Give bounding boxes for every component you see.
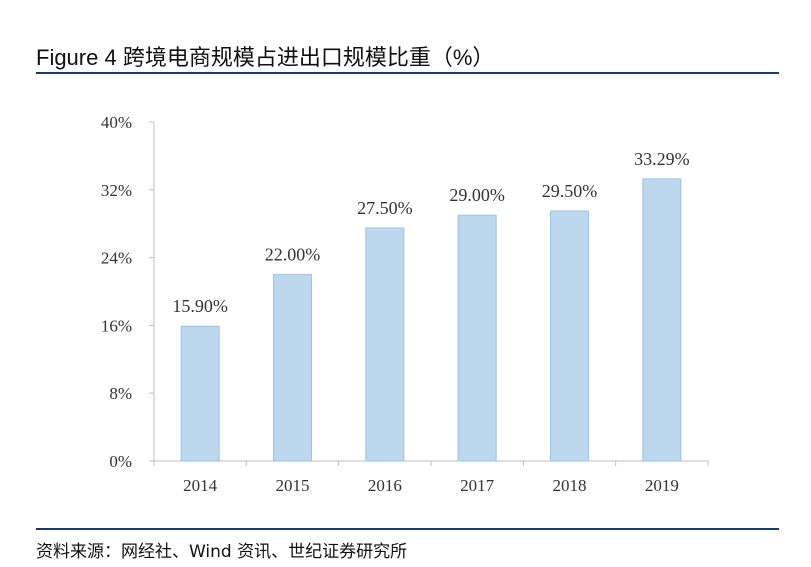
title-rule [36, 72, 779, 74]
data-label-2015: 22.00% [265, 245, 321, 265]
data-label-2019: 33.29% [634, 149, 690, 169]
source-rule [36, 528, 779, 530]
y-tick-label: 24% [101, 249, 132, 268]
y-tick-label: 16% [101, 316, 132, 335]
data-label-2016: 27.50% [357, 198, 413, 218]
y-tick-label: 40% [101, 113, 132, 132]
x-tick-label-2019: 2019 [645, 476, 679, 495]
x-tick-label-2017: 2017 [460, 476, 495, 495]
bar-2018 [550, 210, 589, 462]
bar-2017 [457, 214, 497, 462]
bar-2015 [273, 274, 312, 462]
y-tick-label: 8% [109, 384, 132, 403]
figure-title: Figure 4 跨境电商规模占进出口规模比重（%） [36, 45, 495, 70]
bar-2016 [365, 227, 405, 462]
y-tick-label: 32% [101, 181, 132, 200]
bar-2019 [642, 178, 682, 462]
data-label-2017: 29.00% [449, 185, 505, 205]
x-tick-label-2018: 2018 [553, 476, 587, 495]
source-note: 资料来源：网经社、Wind 资讯、世纪证券研究所 [36, 542, 408, 562]
y-tick-label: 0% [109, 452, 132, 471]
data-label-2018: 29.50% [542, 181, 598, 201]
x-tick-label-2014: 2014 [183, 476, 218, 495]
x-tick-label-2016: 2016 [368, 476, 402, 495]
x-tick-label-2015: 2015 [276, 476, 310, 495]
bar-2014 [180, 325, 220, 462]
data-label-2014: 15.90% [172, 296, 228, 316]
